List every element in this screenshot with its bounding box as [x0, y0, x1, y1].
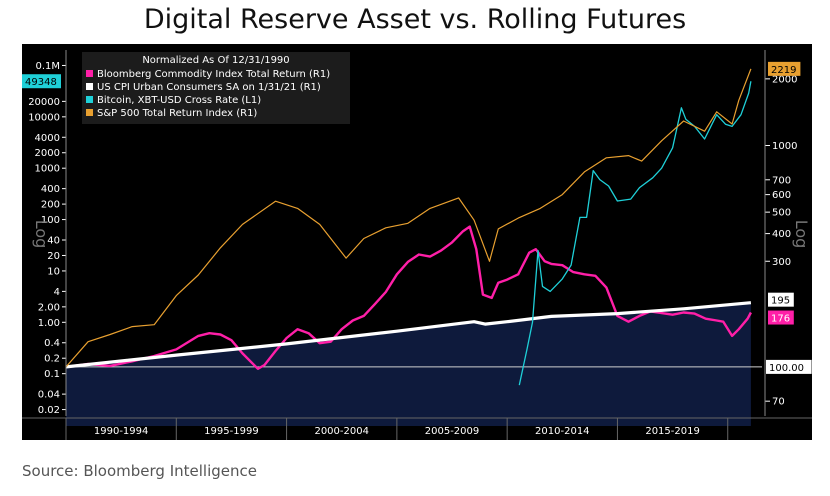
legend-entry-3: S&P 500 Total Return Index (R1) — [97, 108, 257, 119]
left-tick-label: 10000 — [28, 112, 60, 123]
period-label: 2015-2019 — [645, 426, 700, 437]
right-tick-label: 2000 — [772, 74, 797, 85]
right-tick-label: 70 — [772, 397, 785, 408]
last-value-label-1-bg — [768, 292, 794, 307]
left-tick-label: 0.04 — [38, 390, 60, 401]
right-axis-label: Log — [792, 220, 811, 249]
series-line-2 — [518, 81, 752, 386]
left-tick-label: 100 — [41, 215, 60, 226]
left-tick-label: 0.1 — [44, 369, 60, 380]
last-value-label-3: 2219 — [771, 65, 796, 76]
cpi-area-fill — [66, 302, 751, 426]
left-tick-label: 2.00 — [38, 302, 60, 313]
right-tick-label: 400 — [772, 229, 791, 240]
left-tick-label: 10 — [47, 266, 60, 277]
right-tick-label: 600 — [772, 190, 791, 201]
period-label: 2000-2004 — [314, 426, 369, 437]
legend-box — [82, 52, 350, 124]
left-tick-label: 4000 — [35, 133, 60, 144]
legend-swatch-3 — [86, 109, 93, 116]
last-value-label-3-bg — [768, 61, 801, 76]
chart-canvas: 0.1M200001000040002000100040020010040201… — [22, 44, 812, 440]
right-tick-label: 300 — [772, 257, 791, 268]
period-label: 1990-1994 — [94, 426, 149, 437]
left-tick-label: 1.00 — [38, 318, 60, 329]
legend-entry-0: Bloomberg Commodity Index Total Return (… — [97, 69, 330, 80]
series-line-0 — [65, 225, 752, 370]
last-value-label-0-bg — [768, 310, 794, 325]
legend-title: Normalized As Of 12/31/1990 — [142, 55, 289, 66]
right-tick-label: 1000 — [772, 141, 797, 152]
left-tick-label: 4 — [54, 287, 60, 298]
series-line-1 — [65, 301, 752, 369]
legend-entry-2: Bitcoin, XBT-USD Cross Rate (L1) — [97, 95, 261, 106]
left-tick-label: 0.4 — [44, 338, 60, 349]
last-value-label-2: 49348 — [25, 77, 57, 88]
reference-line-label-bg — [766, 359, 812, 374]
legend-swatch-2 — [86, 96, 93, 103]
last-value-label-1: 195 — [771, 296, 790, 307]
left-tick-label: 40 — [47, 236, 60, 247]
chart-title: Digital Reserve Asset vs. Rolling Future… — [143, 4, 687, 35]
series-line-3 — [65, 68, 752, 368]
period-label: 2005-2009 — [425, 426, 480, 437]
last-value-label-2-bg — [22, 74, 61, 89]
period-label: 2010-2014 — [535, 426, 590, 437]
period-label: 1995-1999 — [204, 426, 259, 437]
last-value-label-0: 176 — [771, 314, 790, 325]
legend-entry-1: US CPI Urban Consumers SA on 1/31/21 (R1… — [97, 82, 321, 93]
legend-swatch-1 — [86, 83, 93, 90]
left-tick-label: 400 — [41, 184, 60, 195]
left-tick-label: 0.02 — [38, 405, 60, 416]
left-axis-label: Log — [32, 220, 51, 249]
left-tick-label: 0.1M — [35, 61, 60, 72]
left-tick-label: 0.2 — [44, 354, 60, 365]
left-tick-label: 200 — [41, 200, 60, 211]
legend-swatch-0 — [86, 70, 93, 77]
source-note: Source: Bloomberg Intelligence — [22, 462, 257, 480]
left-tick-label: 2000 — [35, 148, 60, 159]
left-tick-label: 20 — [47, 251, 60, 262]
right-tick-label: 500 — [772, 208, 791, 219]
right-tick-label: 700 — [772, 175, 791, 186]
reference-line-label: 100.00 — [769, 363, 804, 374]
left-tick-label: 1000 — [35, 164, 60, 175]
left-tick-label: 20000 — [28, 97, 60, 108]
